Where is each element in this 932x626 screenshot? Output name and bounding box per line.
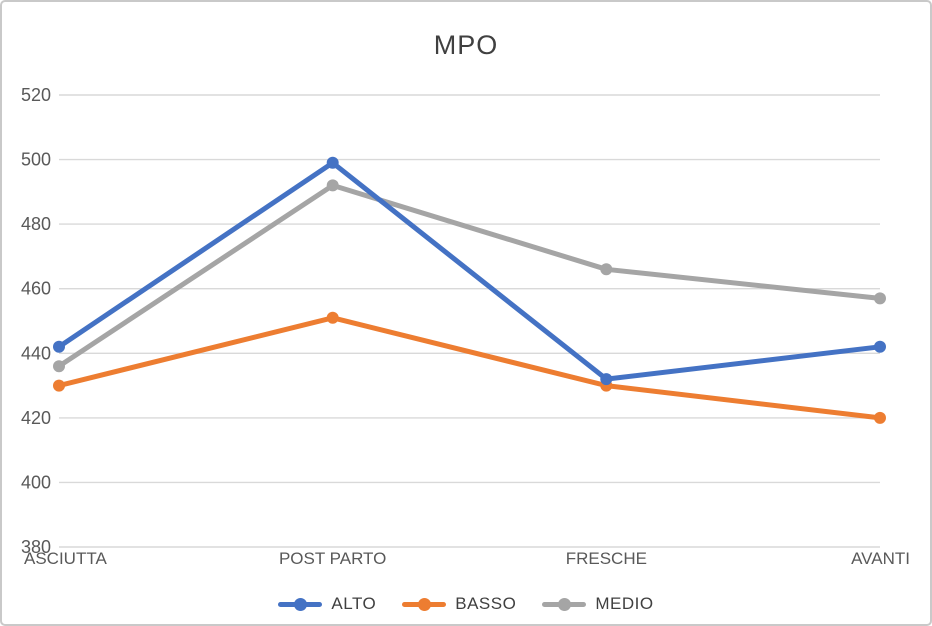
data-point-medio-post-parto: [326, 179, 339, 192]
legend-marker-basso-icon: [402, 597, 447, 611]
data-point-basso-asciutta: [53, 379, 65, 392]
data-point-basso-avanti: [874, 411, 886, 424]
y-tick-label: 420: [21, 408, 51, 428]
data-point-medio-fresche: [600, 263, 613, 276]
y-tick-label: 440: [21, 343, 51, 363]
y-tick-label: 500: [21, 150, 51, 170]
legend-marker-medio-icon: [542, 597, 587, 611]
legend-item-alto: ALTO: [278, 594, 376, 614]
data-point-alto-avanti: [874, 340, 886, 353]
legend-label-basso: BASSO: [455, 594, 517, 613]
data-point-alto-asciutta: [53, 340, 65, 353]
legend-label-medio: MEDIO: [595, 594, 654, 613]
legend-item-basso: BASSO: [402, 594, 516, 614]
x-category-label: FRESCHE: [566, 549, 647, 568]
x-category-label: ASCIUTTA: [24, 549, 107, 568]
data-point-alto-fresche: [600, 373, 613, 386]
series-line-medio: [56, 182, 883, 369]
y-tick-label: 520: [21, 85, 51, 105]
data-point-medio-asciutta: [53, 360, 65, 373]
chart-legend: ALTO BASSO MEDIO: [2, 594, 930, 614]
x-category-label: AVANTI: [851, 549, 910, 568]
legend-item-medio: MEDIO: [542, 594, 653, 614]
y-tick-label: 380: [21, 537, 51, 557]
x-category-label: POST PARTO: [279, 549, 386, 568]
y-tick-label: 400: [21, 472, 51, 492]
data-point-medio-avanti: [874, 292, 886, 305]
series-line-alto: [56, 160, 883, 382]
data-point-basso-post-parto: [326, 311, 339, 324]
legend-dot-icon: [418, 597, 432, 611]
legend-label-alto: ALTO: [331, 594, 377, 613]
data-point-alto-post-parto: [326, 156, 339, 169]
legend-marker-alto-icon: [278, 597, 323, 611]
legend-dot-icon: [294, 597, 308, 611]
y-tick-label: 480: [21, 214, 51, 234]
chart-title: MPO: [433, 30, 499, 60]
series-line-basso: [56, 315, 883, 421]
legend-dot-icon: [558, 597, 572, 611]
y-tick-label: 460: [21, 279, 51, 299]
